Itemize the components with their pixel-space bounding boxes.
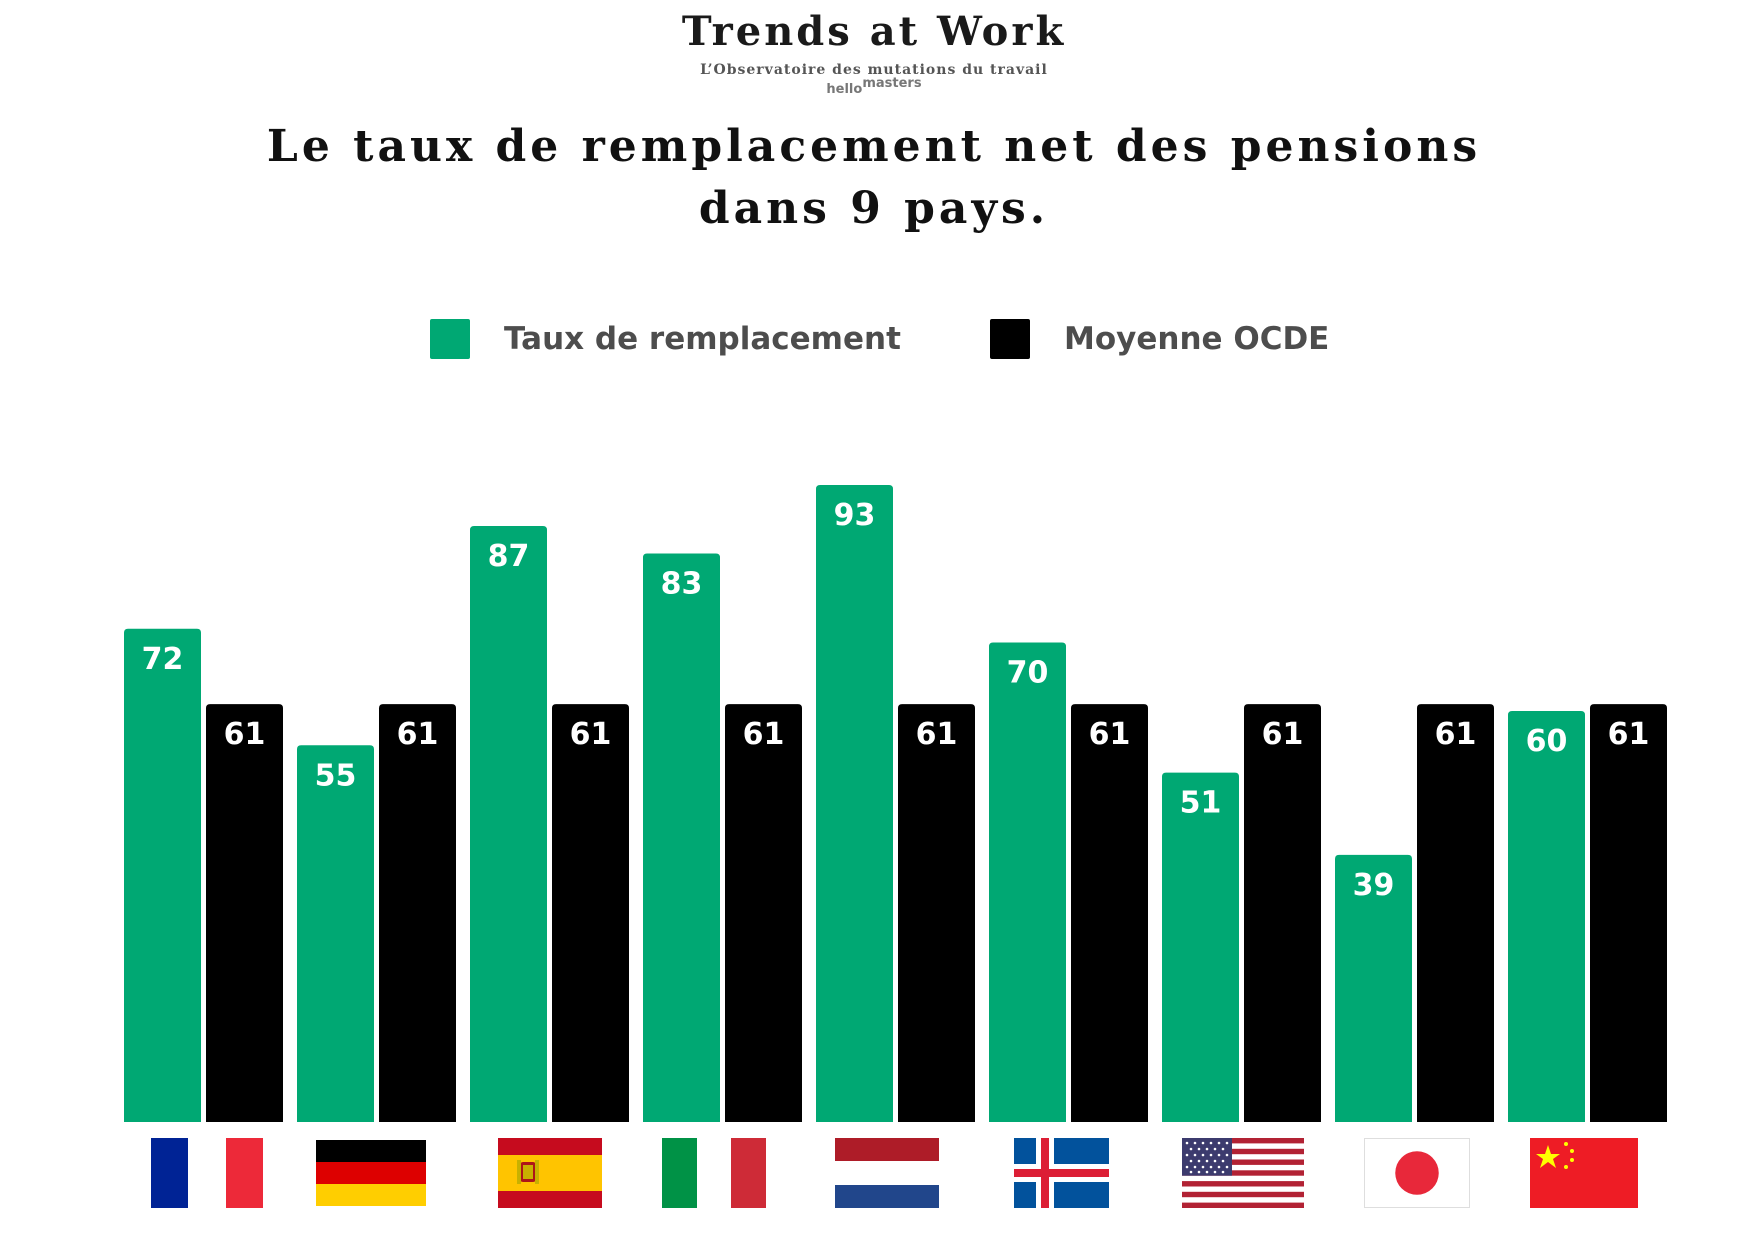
- legend-item-taux: Taux de remplacement: [430, 318, 901, 360]
- bar-ocde-iceland: [1071, 704, 1148, 1122]
- legend-item-ocde: Moyenne OCDE: [990, 318, 1329, 360]
- france-flag: [151, 1138, 263, 1208]
- chart-title-line1: Le taux de remplacement net des pensions: [266, 121, 1482, 172]
- usa-flag: [1182, 1138, 1304, 1208]
- germany-flag: [316, 1140, 426, 1206]
- bar-ocde-germany: [379, 704, 456, 1122]
- bar-ocde-usa: [1244, 704, 1321, 1122]
- label-ocde-usa: 61: [1262, 717, 1304, 752]
- label-taux-france: 72: [142, 642, 184, 677]
- netherlands-flag: [835, 1138, 939, 1208]
- logo-text-main: hello: [826, 82, 863, 97]
- label-ocde-netherlands: 61: [916, 717, 958, 752]
- legend-label-ocde: Moyenne OCDE: [1064, 321, 1330, 357]
- japan-flag: [1364, 1138, 1470, 1208]
- bar-ocde-france: [206, 704, 283, 1122]
- legend-swatch-black: [990, 319, 1030, 359]
- label-taux-usa: 51: [1180, 786, 1222, 821]
- iceland-flag: [1014, 1138, 1109, 1208]
- china-flag: [1530, 1138, 1638, 1208]
- chart-title-line2: dans 9 pays.: [698, 183, 1050, 234]
- spain-flag: [498, 1138, 602, 1208]
- bar-ocde-china: [1590, 704, 1667, 1122]
- bar-taux-netherlands: [816, 484, 893, 1122]
- label-taux-japan: 39: [1353, 868, 1395, 903]
- bar-taux-germany: [297, 745, 374, 1122]
- label-ocde-italy: 61: [743, 717, 785, 752]
- bar-taux-italy: [643, 553, 720, 1122]
- italy-flag: [662, 1138, 766, 1208]
- label-taux-netherlands: 93: [834, 498, 876, 533]
- brand-subtitle: L’Observatoire des mutations du travail: [700, 62, 1048, 78]
- bar-taux-france: [124, 628, 201, 1122]
- brand-title: Trends at Work: [681, 8, 1067, 55]
- bar-ocde-japan: [1417, 704, 1494, 1122]
- bar-ocde-netherlands: [898, 704, 975, 1122]
- label-taux-italy: 83: [661, 566, 703, 601]
- bar-ocde-spain: [552, 704, 629, 1122]
- bar-ocde-italy: [725, 704, 802, 1122]
- label-ocde-france: 61: [224, 717, 266, 752]
- hellomasters-logo: hellomasters: [0, 76, 1748, 97]
- label-ocde-china: 61: [1608, 717, 1650, 752]
- bar-taux-japan: [1335, 854, 1412, 1122]
- label-taux-iceland: 70: [1007, 656, 1049, 691]
- legend-label-taux: Taux de remplacement: [504, 321, 901, 357]
- label-ocde-japan: 61: [1435, 717, 1477, 752]
- bar-taux-spain: [470, 526, 547, 1122]
- bar-taux-china: [1508, 711, 1585, 1122]
- legend-swatch-green: [430, 319, 470, 359]
- label-taux-china: 60: [1526, 724, 1568, 759]
- bar-taux-usa: [1162, 772, 1239, 1122]
- label-ocde-germany: 61: [397, 717, 439, 752]
- label-ocde-iceland: 61: [1089, 717, 1131, 752]
- logo-text-sup: masters: [862, 76, 922, 91]
- bar-taux-iceland: [989, 642, 1066, 1122]
- label-ocde-spain: 61: [570, 717, 612, 752]
- label-taux-germany: 55: [315, 758, 357, 793]
- label-taux-spain: 87: [488, 539, 530, 574]
